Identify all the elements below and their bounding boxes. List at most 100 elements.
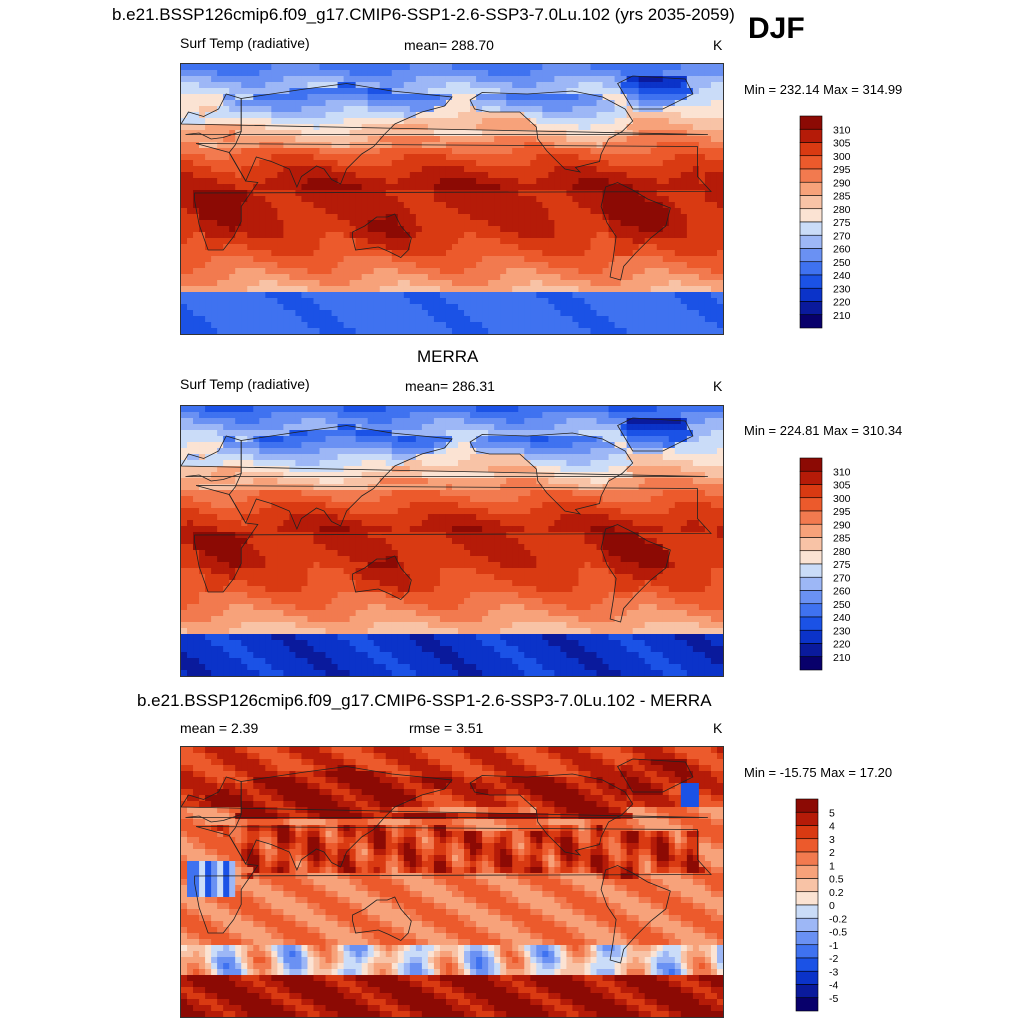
map-cell	[602, 64, 610, 71]
map-cell	[500, 202, 507, 209]
map-cell	[277, 184, 284, 191]
coastline	[600, 182, 671, 281]
map-cell	[277, 454, 284, 461]
map-cell	[277, 130, 284, 137]
map-cell	[193, 304, 200, 311]
map-cell	[193, 448, 200, 455]
map-cell	[439, 286, 447, 293]
map-cell	[554, 160, 561, 167]
map-cell	[482, 190, 489, 197]
map-cell	[229, 190, 236, 197]
map-cell	[476, 118, 483, 125]
map-cell	[253, 436, 260, 443]
map-cell	[500, 304, 507, 311]
map-cell	[313, 64, 321, 71]
map-cell	[524, 322, 531, 329]
map-cell	[602, 460, 610, 467]
map-cell	[355, 160, 363, 167]
map-cell	[482, 166, 489, 173]
map-cell	[319, 322, 327, 329]
map-cell	[295, 448, 303, 455]
map-cell	[241, 238, 248, 245]
map-cell	[235, 238, 242, 245]
map-cell	[578, 256, 586, 263]
map-cell	[542, 88, 549, 95]
map-cell	[229, 136, 236, 143]
map-cell	[560, 316, 568, 323]
map-cell	[349, 214, 357, 221]
map-cell	[253, 412, 260, 419]
map-cell	[710, 214, 718, 221]
map-cell	[391, 448, 399, 455]
map-cell	[331, 148, 339, 155]
map-cell	[379, 412, 387, 419]
map-cell	[632, 310, 640, 317]
map-cell	[445, 448, 453, 455]
map-cell	[385, 184, 393, 191]
map-cell	[409, 202, 417, 209]
map-cell	[289, 166, 297, 173]
map-cell	[205, 214, 212, 221]
map-cell	[415, 136, 423, 143]
map-cell	[596, 208, 604, 215]
map-cell	[548, 76, 555, 83]
map-cell	[512, 226, 519, 233]
map-cell	[542, 172, 549, 179]
map-cell	[554, 148, 561, 155]
map-cell	[596, 64, 604, 71]
map-cell	[229, 220, 236, 227]
map-cell	[560, 442, 568, 449]
map-cell	[313, 94, 321, 101]
map-cell	[680, 448, 688, 455]
map-cell	[686, 82, 694, 89]
map-cell	[235, 232, 242, 239]
map-cell	[656, 316, 664, 323]
map-cell	[548, 436, 555, 443]
map-cell	[397, 262, 405, 269]
map-cell	[439, 322, 447, 329]
map-cell	[319, 304, 327, 311]
map-cell	[445, 64, 453, 71]
map-cell	[470, 274, 477, 281]
map-cell	[319, 250, 327, 257]
map-cell	[379, 202, 387, 209]
map-cell	[470, 184, 477, 191]
map-cell	[295, 88, 303, 95]
map-cell	[253, 418, 260, 425]
map-cell	[530, 232, 537, 239]
map-cell	[403, 406, 411, 413]
map-cell	[385, 322, 393, 329]
map-cell	[554, 244, 561, 251]
map-cell	[229, 280, 236, 287]
map-cell	[572, 454, 580, 461]
map-cell	[265, 424, 272, 431]
map-cell	[379, 148, 387, 155]
map-cell	[325, 142, 333, 149]
map-cell	[283, 328, 290, 334]
map-cell	[644, 70, 652, 77]
map-cell	[584, 268, 592, 275]
map-cell	[307, 292, 315, 299]
map-cell	[343, 112, 351, 119]
map-cell	[668, 412, 676, 419]
map-cell	[415, 142, 423, 149]
map-cell	[445, 292, 453, 299]
map-cell	[247, 454, 254, 461]
map-cell	[259, 256, 266, 263]
map-cell	[566, 166, 574, 173]
map-cell	[602, 226, 610, 233]
map-cell	[355, 430, 363, 437]
map-cell	[608, 154, 616, 161]
map-cell	[379, 310, 387, 317]
map-cell	[638, 436, 646, 443]
map-cell	[391, 262, 399, 269]
map-cell	[494, 208, 501, 215]
panel-2-variable-label: Surf Temp (radiative)	[180, 376, 310, 392]
map-cell	[223, 460, 230, 467]
map-cell	[439, 232, 447, 239]
map-cell	[662, 94, 670, 101]
map-cell	[524, 424, 531, 431]
map-cell	[608, 454, 616, 461]
map-cell	[572, 316, 580, 323]
map-cell	[331, 292, 339, 299]
